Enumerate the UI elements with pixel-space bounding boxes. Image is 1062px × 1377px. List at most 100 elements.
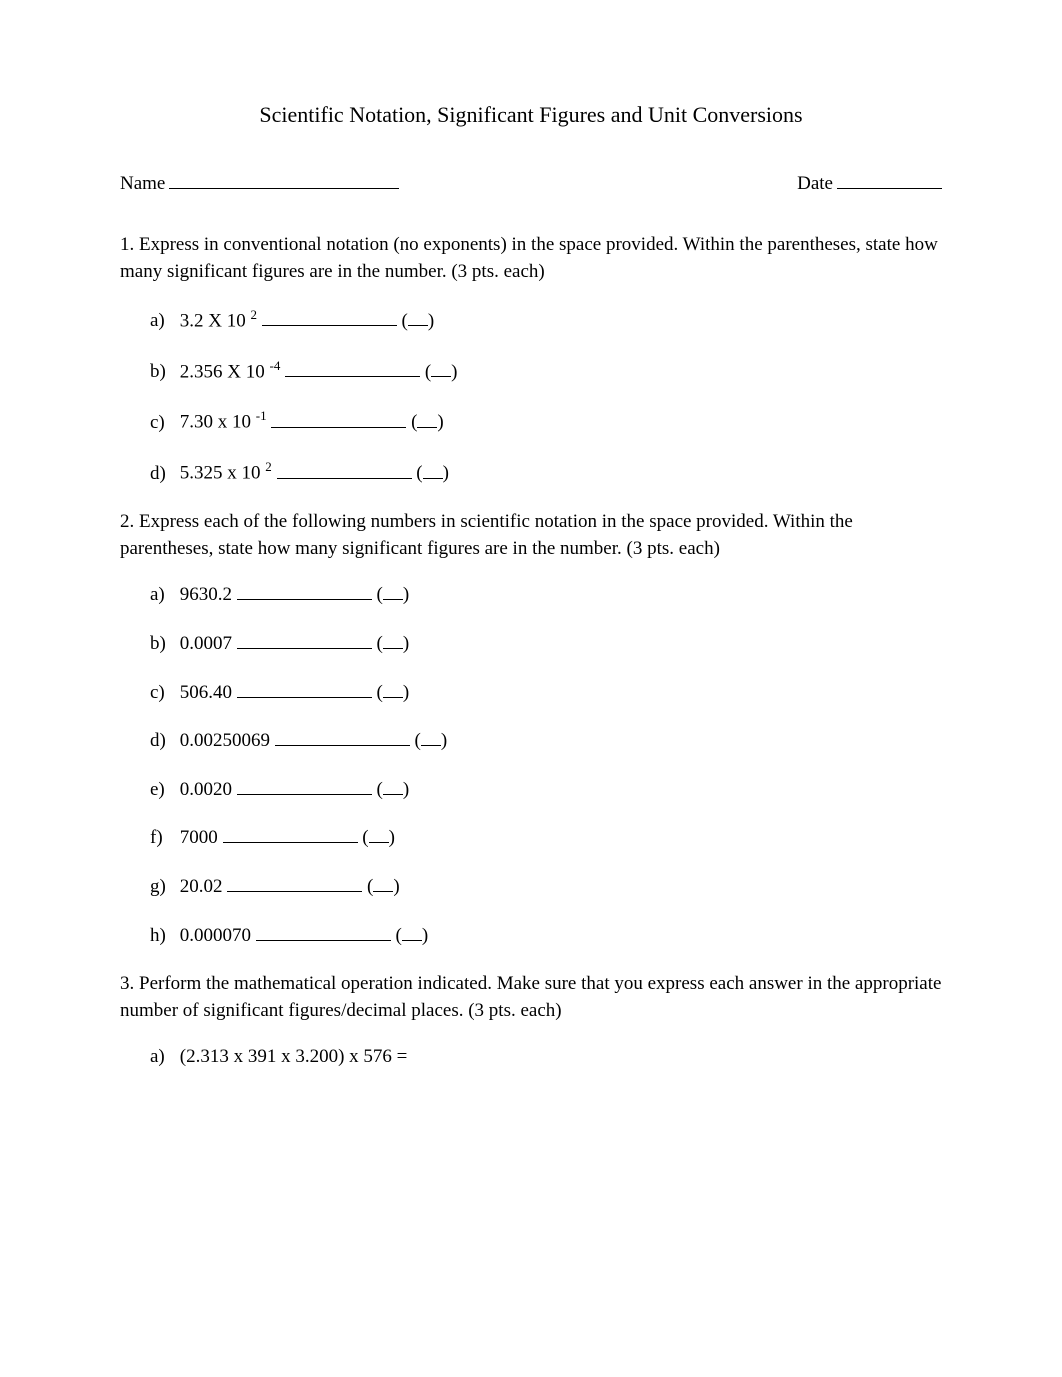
date-field: Date (797, 171, 942, 198)
paren-close: ) (422, 925, 428, 946)
q2-c-label: c) (150, 680, 175, 707)
name-blank[interactable] (169, 188, 399, 189)
date-label: Date (797, 171, 833, 198)
paren-open: ( (367, 876, 373, 897)
q2-item-a: a) 9630.2 () (150, 582, 942, 609)
q1-d-exp: 2 (265, 459, 272, 474)
q2-c-value: 506.40 (180, 682, 232, 703)
q3-a-value: (2.313 x 391 x 3.200) x 576 = (180, 1046, 408, 1067)
q2-b-value: 0.0007 (180, 633, 232, 654)
q2-item-f: f) 7000 () (150, 825, 942, 852)
paren-open: ( (425, 361, 431, 382)
q2-g-label: g) (150, 874, 175, 901)
paren-close: ) (437, 412, 443, 433)
q2-a-answer-blank[interactable] (237, 599, 372, 600)
paren-close: ) (403, 682, 409, 703)
q2-c-sigfig-blank[interactable] (383, 697, 403, 698)
name-label: Name (120, 171, 165, 198)
q1-text: 1. Express in conventional notation (no … (120, 232, 942, 285)
q2-item-g: g) 20.02 () (150, 874, 942, 901)
q2-h-answer-blank[interactable] (256, 940, 391, 941)
q1-a-exp: 2 (250, 307, 257, 322)
q1-c-label: c) (150, 410, 175, 437)
paren-close: ) (403, 779, 409, 800)
q1-b-prefix: 2.356 X 10 (180, 361, 270, 382)
q2-h-value: 0.000070 (180, 925, 251, 946)
q1-b-answer-blank[interactable] (285, 376, 420, 377)
q2-c-answer-blank[interactable] (237, 697, 372, 698)
q2-a-sigfig-blank[interactable] (383, 599, 403, 600)
q1-b-sigfig-blank[interactable] (431, 376, 451, 377)
q2-d-sigfig-blank[interactable] (421, 745, 441, 746)
paren-open: ( (415, 730, 421, 751)
q1-item-d: d) 5.325 x 10 2 () (150, 458, 942, 487)
page-title: Scientific Notation, Significant Figures… (120, 100, 942, 131)
q2-e-value: 0.0020 (180, 779, 232, 800)
q2-d-value: 0.00250069 (180, 730, 270, 751)
q2-b-answer-blank[interactable] (237, 648, 372, 649)
paren-open: ( (396, 925, 402, 946)
paren-close: ) (441, 730, 447, 751)
q2-item-d: d) 0.00250069 () (150, 728, 942, 755)
q1-d-sigfig-blank[interactable] (423, 478, 443, 479)
paren-close: ) (451, 361, 457, 382)
q1-item-b: b) 2.356 X 10 -4 () (150, 357, 942, 386)
q2-item-b: b) 0.0007 () (150, 631, 942, 658)
q2-e-answer-blank[interactable] (237, 794, 372, 795)
q3-item-a: a) (2.313 x 391 x 3.200) x 576 = (150, 1044, 942, 1071)
paren-close: ) (393, 876, 399, 897)
paren-close: ) (443, 463, 449, 484)
q1-c-sigfig-blank[interactable] (417, 427, 437, 428)
date-blank[interactable] (837, 188, 942, 189)
q2-item-c: c) 506.40 () (150, 680, 942, 707)
q2-item-e: e) 0.0020 () (150, 777, 942, 804)
q1-c-prefix: 7.30 x 10 (180, 412, 256, 433)
q2-a-value: 9630.2 (180, 584, 232, 605)
q2-b-sigfig-blank[interactable] (383, 648, 403, 649)
paren-open: ( (377, 682, 383, 703)
q2-d-label: d) (150, 728, 175, 755)
q2-text: 2. Express each of the following numbers… (120, 509, 942, 562)
q1-a-answer-blank[interactable] (262, 325, 397, 326)
q2-e-sigfig-blank[interactable] (383, 794, 403, 795)
q1-c-exp: -1 (256, 408, 267, 423)
name-date-row: Name Date (120, 171, 942, 198)
paren-open: ( (401, 310, 407, 331)
q2-item-h: h) 0.000070 () (150, 923, 942, 950)
name-field: Name (120, 171, 399, 198)
q2-g-answer-blank[interactable] (227, 891, 362, 892)
q1-a-sigfig-blank[interactable] (408, 325, 428, 326)
q1-d-answer-blank[interactable] (277, 478, 412, 479)
q1-b-label: b) (150, 359, 175, 386)
q2-f-value: 7000 (180, 827, 218, 848)
paren-open: ( (362, 827, 368, 848)
paren-open: ( (377, 584, 383, 605)
paren-close: ) (403, 584, 409, 605)
q2-g-sigfig-blank[interactable] (373, 891, 393, 892)
q1-a-prefix: 3.2 X 10 (180, 310, 251, 331)
q2-f-answer-blank[interactable] (223, 842, 358, 843)
q1-item-a: a) 3.2 X 10 2 () (150, 306, 942, 335)
q2-f-sigfig-blank[interactable] (369, 842, 389, 843)
paren-open: ( (377, 633, 383, 654)
q3-text: 3. Perform the mathematical operation in… (120, 971, 942, 1024)
q1-c-answer-blank[interactable] (271, 427, 406, 428)
q2-a-label: a) (150, 582, 175, 609)
paren-close: ) (389, 827, 395, 848)
q1-b-exp: -4 (269, 358, 280, 373)
q1-d-label: d) (150, 461, 175, 488)
q1-a-label: a) (150, 308, 175, 335)
q2-h-sigfig-blank[interactable] (402, 940, 422, 941)
q2-g-value: 20.02 (180, 876, 223, 897)
paren-close: ) (428, 310, 434, 331)
paren-close: ) (403, 633, 409, 654)
q1-item-c: c) 7.30 x 10 -1 () (150, 407, 942, 436)
q1-d-prefix: 5.325 x 10 (180, 463, 266, 484)
paren-open: ( (416, 463, 422, 484)
q2-h-label: h) (150, 923, 175, 950)
q3-a-label: a) (150, 1044, 175, 1071)
q2-b-label: b) (150, 631, 175, 658)
q2-d-answer-blank[interactable] (275, 745, 410, 746)
paren-open: ( (377, 779, 383, 800)
q2-f-label: f) (150, 825, 175, 852)
